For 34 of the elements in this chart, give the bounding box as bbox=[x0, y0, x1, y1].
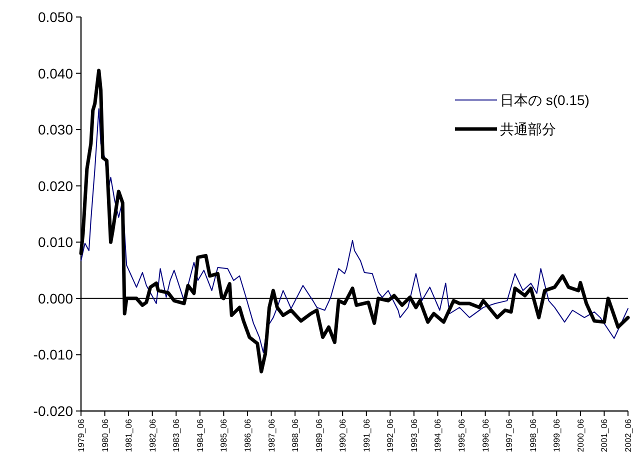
x-tick-label: 1985_06 bbox=[218, 418, 229, 452]
x-tick-label: 2000_06 bbox=[575, 418, 586, 452]
x-tick-label: 1996_06 bbox=[480, 418, 490, 452]
y-tick-label: 0.000 bbox=[38, 290, 74, 306]
x-tick-label: 1988_06 bbox=[290, 418, 300, 452]
x-tick-label: 1986_06 bbox=[242, 418, 252, 452]
x-tick-label: 1992_06 bbox=[385, 418, 396, 452]
x-tick-label: 1999_06 bbox=[552, 418, 562, 452]
x-tick-label: 1994_06 bbox=[432, 418, 443, 452]
y-tick-label: 0.050 bbox=[38, 9, 74, 25]
x-tick-label: 1979_06 bbox=[76, 418, 86, 452]
x-tick-label: 1989_06 bbox=[314, 418, 324, 452]
x-tick-label: 1993_06 bbox=[408, 418, 419, 452]
x-tick-label: 1990_06 bbox=[338, 418, 348, 452]
y-tick-label: 0.010 bbox=[38, 234, 74, 250]
y-tick-label: -0.010 bbox=[33, 346, 74, 363]
x-tick-label: 1995_06 bbox=[456, 418, 467, 452]
x-tick-label: 2001_06 bbox=[599, 418, 610, 452]
y-tick-label: 0.040 bbox=[38, 65, 74, 82]
x-tick-label: 1980_06 bbox=[100, 418, 110, 452]
x-tick-label: 1987_06 bbox=[266, 418, 276, 452]
x-tick-label: 1981_06 bbox=[124, 418, 134, 452]
y-tick-label: 0.030 bbox=[38, 122, 74, 138]
x-tick-label: 1991_06 bbox=[361, 418, 372, 452]
legend-label: 共通部分 bbox=[500, 121, 556, 137]
y-tick-label: -0.020 bbox=[33, 403, 74, 419]
x-tick-label: 1982_06 bbox=[147, 418, 158, 452]
y-tick-label: 0.020 bbox=[38, 178, 74, 194]
x-tick-label: 1997_06 bbox=[504, 418, 514, 452]
x-tick-label: 1998_06 bbox=[528, 418, 538, 452]
x-tick-label: 2002_06 bbox=[623, 418, 633, 452]
x-tick-label: 1983_06 bbox=[171, 418, 182, 452]
x-tick-label: 1984_06 bbox=[194, 418, 205, 452]
legend-label: 日本の s(0.15) bbox=[500, 92, 590, 108]
